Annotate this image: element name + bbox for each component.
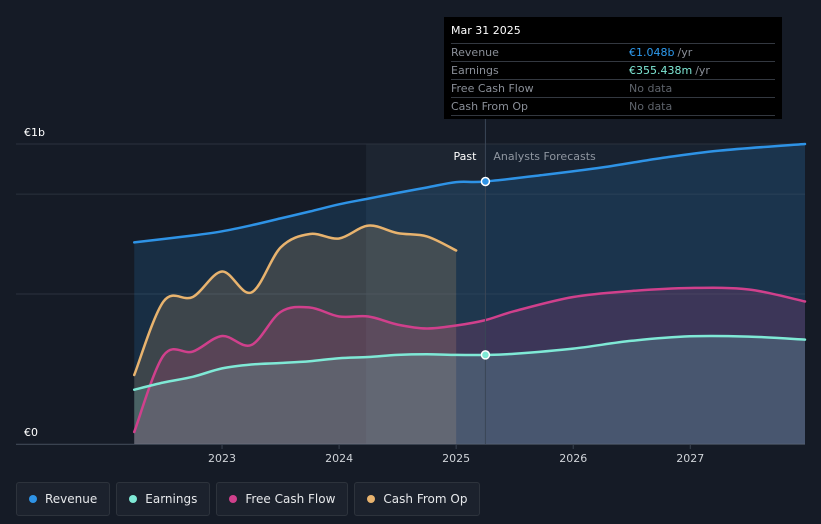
tooltip-date: Mar 31 2025 <box>451 24 521 37</box>
past-label: Past <box>453 150 477 163</box>
area-free-cash-flow <box>134 287 806 444</box>
tooltip-row-free-cash-flow: Free Cash Flow No data <box>451 79 775 97</box>
legend-label: Revenue <box>45 492 98 506</box>
legend-item-revenue[interactable]: Revenue <box>16 482 111 516</box>
line-revenue <box>132 142 807 244</box>
tooltip-row-cash-from-op: Cash From Op No data <box>451 97 775 116</box>
tooltip-unit: /yr <box>695 64 710 77</box>
chart-legend: Revenue Earnings Free Cash Flow Cash Fro… <box>16 482 481 516</box>
tooltip-value: €1.048b <box>629 46 675 59</box>
legend-dot-icon <box>129 495 138 503</box>
legend-dot-icon <box>229 495 238 503</box>
area-cash-from-op <box>134 225 457 444</box>
forecast-label: Analysts Forecasts <box>493 150 596 163</box>
legend-item-earnings[interactable]: Earnings <box>116 482 211 516</box>
line-free-cash-flow <box>132 286 807 434</box>
tooltip-row-earnings: Earnings €355.438m /yr <box>451 61 775 79</box>
tooltip-value: €355.438m <box>629 64 693 77</box>
tooltip-unit: /yr <box>677 46 693 59</box>
legend-label: Free Cash Flow <box>245 492 336 506</box>
tooltip-value: No data <box>629 100 673 113</box>
legend-dot-icon <box>29 495 37 503</box>
legend-dot-icon <box>367 495 376 503</box>
area-revenue <box>134 144 806 444</box>
y-tick-label-top: €1b <box>24 126 45 139</box>
tooltip-label: Free Cash Flow <box>451 82 534 95</box>
tooltip-label: Earnings <box>451 64 499 77</box>
tooltip-label: Cash From Op <box>451 100 529 113</box>
legend-item-cash-from-op[interactable]: Cash From Op <box>354 482 481 516</box>
x-tick-label: 2023 <box>208 452 236 465</box>
marker-earnings <box>480 350 491 360</box>
tooltip-value: No data <box>629 82 673 95</box>
y-tick-label-bottom: €0 <box>24 426 38 439</box>
tooltip-label: Revenue <box>451 46 499 59</box>
line-earnings <box>132 334 807 391</box>
legend-label: Cash From Op <box>383 492 468 506</box>
tooltip-row-revenue: Revenue €1.048b /yr <box>451 43 775 61</box>
legend-item-free-cash-flow[interactable]: Free Cash Flow <box>216 482 349 516</box>
x-tick-label: 2027 <box>676 452 704 465</box>
tooltip: Mar 31 2025 Revenue €1.048b /yr Earnings… <box>444 17 782 119</box>
x-tick-label: 2026 <box>559 452 587 465</box>
marker-revenue <box>480 176 491 187</box>
line-cash-from-op <box>132 224 458 377</box>
x-tick-label: 2025 <box>442 452 470 465</box>
legend-label: Earnings <box>145 492 198 506</box>
x-tick-label: 2024 <box>325 452 353 465</box>
